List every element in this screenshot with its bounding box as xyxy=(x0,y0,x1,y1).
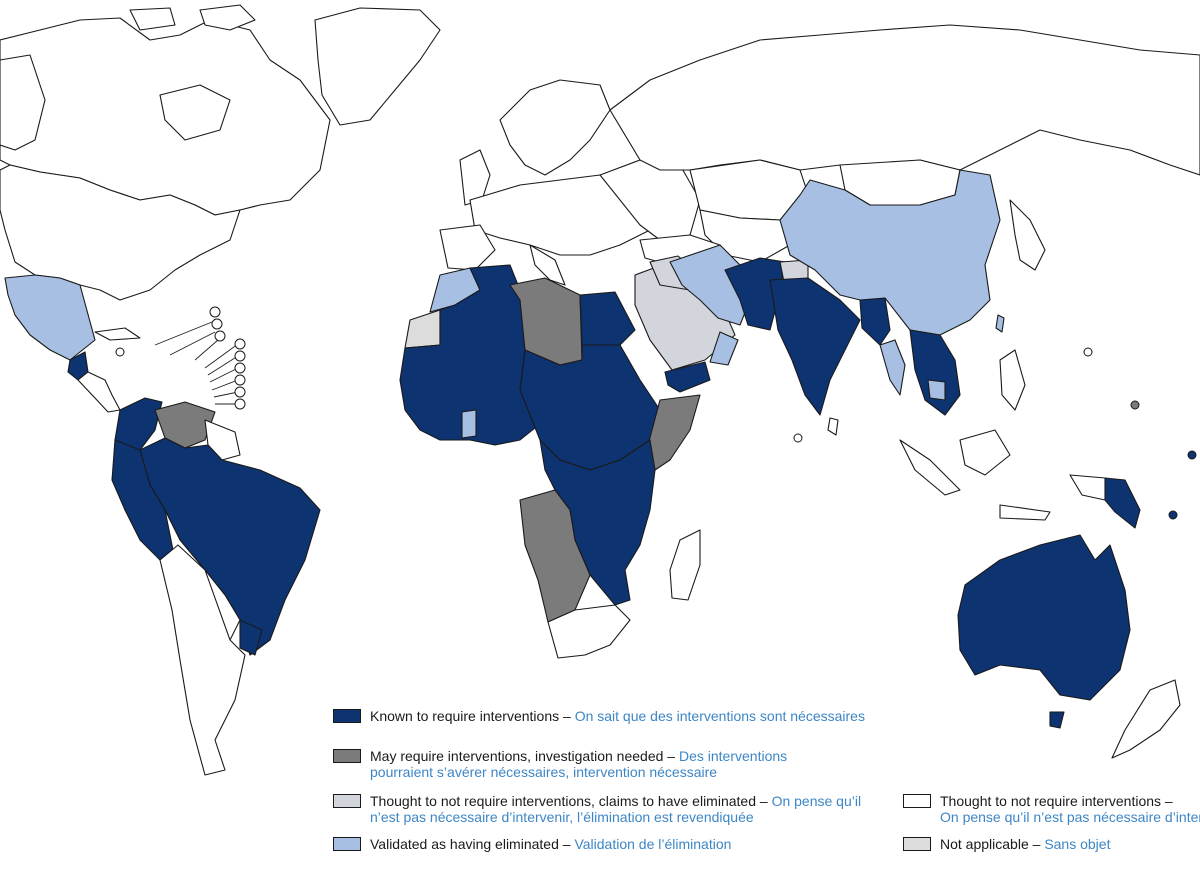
caribbean-callouts xyxy=(115,306,246,410)
pacific-island-2 xyxy=(1187,450,1197,460)
south-east-asia xyxy=(724,169,1051,521)
legend-item-known: Known to require interventions – On sait… xyxy=(333,708,893,724)
arctic-island-3 xyxy=(159,84,231,141)
pacific-island-1 xyxy=(1130,400,1140,410)
legend-label-may-en: May require interventions, investigation… xyxy=(370,748,664,764)
taiwan xyxy=(995,314,1005,333)
legend-sep: – xyxy=(1161,793,1173,809)
south-america xyxy=(111,397,321,776)
legend-swatch-thought-claims xyxy=(333,794,361,808)
legend-label-not-applicable-en: Not applicable xyxy=(940,836,1029,852)
legend-sep: – xyxy=(663,748,679,764)
indochina xyxy=(909,329,961,416)
angola-namibia-botswana xyxy=(519,489,591,623)
legend-label-not-applicable-fr: Sans objet xyxy=(1044,836,1111,852)
bangladesh-myanmar xyxy=(859,297,891,346)
chile-argentina xyxy=(159,544,246,776)
legend-label-may-fr: Des interventions pourraient s’avérer né… xyxy=(370,748,788,780)
western-europe xyxy=(469,174,661,256)
mexico xyxy=(4,274,96,361)
africa xyxy=(399,264,701,659)
yemen xyxy=(664,361,711,393)
sri-lanka xyxy=(827,417,839,436)
pakistan-afghanistan xyxy=(724,257,786,331)
legend-sep: – xyxy=(1028,836,1045,852)
central-america-rest xyxy=(77,371,121,413)
iran xyxy=(669,244,751,326)
pacific-island-4 xyxy=(1083,347,1093,357)
oman xyxy=(709,331,739,366)
pacific-island-3 xyxy=(1168,510,1178,520)
legend-swatch-may xyxy=(333,749,361,763)
indonesia-3 xyxy=(999,504,1051,521)
new-zealand xyxy=(1111,679,1181,759)
legend-label-thought-en: Thought to not require interventions xyxy=(940,793,1162,809)
thailand xyxy=(879,339,906,396)
legend-swatch-thought xyxy=(903,794,931,808)
legend-label-known-en: Known to require interventions xyxy=(370,708,560,724)
legend-swatch-not-applicable xyxy=(903,837,931,851)
papua-new-guinea xyxy=(1104,477,1141,529)
arctic-island-1 xyxy=(199,4,256,31)
madagascar xyxy=(669,529,701,601)
indonesia-1 xyxy=(899,439,961,496)
indonesia-2 xyxy=(959,429,1011,476)
new-guinea-west xyxy=(1069,474,1106,501)
legend-label-thought-fr: On pense qu’il n’est pas nécessaire d’in… xyxy=(940,809,1200,825)
legend-item-thought: Thought to not require interventions – O… xyxy=(903,793,1200,825)
russia xyxy=(609,24,1200,176)
alaska xyxy=(0,54,46,151)
legend-label-known-fr: On sait que des interventions sont néces… xyxy=(574,708,865,724)
legend-sep: – xyxy=(756,793,772,809)
greenland xyxy=(314,7,441,126)
scandinavia xyxy=(499,79,611,176)
middle-east xyxy=(634,244,751,393)
north-america xyxy=(0,4,441,341)
oceania xyxy=(793,347,1197,759)
legend-sep: – xyxy=(558,836,575,852)
cuba xyxy=(94,327,141,341)
legend-item-validated: Validated as having eliminated – Validat… xyxy=(333,836,853,852)
legend-label-thought-claims-en: Thought to not require interventions, cl… xyxy=(370,793,756,809)
italy xyxy=(529,244,566,286)
arctic-island-2 xyxy=(129,7,176,31)
south-africa xyxy=(547,604,631,659)
uk-ireland xyxy=(459,149,491,206)
iberia xyxy=(439,224,496,271)
legend-swatch-validated xyxy=(333,837,361,851)
western-sahara xyxy=(404,309,441,349)
indian-ocean-island xyxy=(793,433,803,443)
cambodia xyxy=(927,379,946,401)
ghana xyxy=(461,409,477,439)
legend-label-validated-fr: Validation de l’élimination xyxy=(574,836,732,852)
egypt xyxy=(579,291,636,346)
philippines xyxy=(999,349,1026,411)
legend-swatch-known xyxy=(333,709,361,723)
india xyxy=(769,277,861,416)
australia xyxy=(957,534,1131,701)
north-asia xyxy=(609,24,1200,271)
tasmania xyxy=(1049,711,1065,729)
japan xyxy=(1009,199,1046,271)
legend-item-thought-claims: Thought to not require interventions, cl… xyxy=(333,793,863,825)
legend-sep: – xyxy=(559,708,575,724)
legend-label-thought-claims-fr: On pense qu’il n’est pas nécessaire d’in… xyxy=(370,793,862,825)
guyanas xyxy=(204,419,241,461)
legend-label-validated-en: Validated as having eliminated xyxy=(370,836,559,852)
united-states xyxy=(0,164,241,301)
central-america xyxy=(4,274,121,413)
legend-item-not-applicable: Not applicable – Sans objet xyxy=(903,836,1193,852)
china xyxy=(779,169,1001,336)
uruguay xyxy=(239,619,263,656)
europe xyxy=(439,79,701,286)
legend-item-may: May require interventions, investigation… xyxy=(333,748,813,780)
